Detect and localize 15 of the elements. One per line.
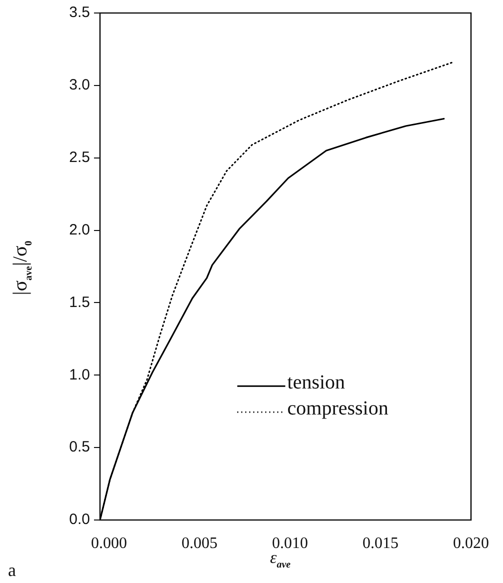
y-tick-label: 0.0 [69, 511, 90, 528]
y-tick-label: 1.5 [69, 294, 90, 311]
y-tick-label: 3.5 [69, 4, 90, 22]
y-tick-label: 1.0 [69, 366, 90, 384]
text: a [8, 560, 16, 581]
x-tick-label: 0.005 [182, 534, 218, 552]
y-tick-label: 0.5 [69, 438, 90, 456]
legend-label: compression [287, 397, 388, 420]
legend-label: tension [287, 371, 346, 394]
y-tick-label: 3.0 [69, 76, 90, 94]
y-tick-label: 2.0 [69, 221, 90, 238]
x-tick-label: 0.000 [91, 534, 128, 552]
x-tick-label: 0.020 [453, 534, 489, 552]
x-tick-label: 0.015 [362, 534, 399, 552]
y-tick-label: 2.5 [69, 149, 90, 166]
